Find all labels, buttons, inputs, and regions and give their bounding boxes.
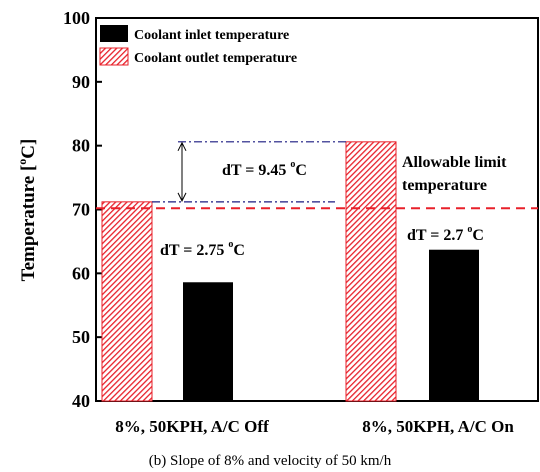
y-tick-label: 60 [72, 263, 90, 283]
annotation-limit-line2: temperature [402, 177, 487, 194]
dt-arrow-head-up [177, 141, 187, 152]
y-tick-label: 80 [72, 136, 90, 156]
bar-outlet [101, 201, 153, 402]
figure-caption: (b) Slope of 8% and velocity of 50 km/h [149, 453, 392, 469]
bar-inlet [183, 282, 233, 401]
legend-label-inlet: Coolant inlet temperature [134, 28, 289, 43]
y-axis-label: Temperature [oC] [15, 139, 39, 282]
x-tick-label-off: 8%, 50KPH, A/C Off [115, 417, 269, 436]
dt-arrow-head-down [177, 192, 187, 202]
y-tick-label: 90 [72, 72, 90, 92]
bars [101, 141, 479, 402]
bar-inlet [429, 249, 479, 401]
legend-swatch-inlet [100, 25, 128, 42]
y-axis: 40 50 60 70 80 90 100 [63, 8, 102, 411]
legend-label-outlet: Coolant outlet temperature [134, 51, 297, 66]
legend-swatch-outlet [99, 47, 129, 66]
annotation-limit-line1: Allowable limit [402, 154, 507, 171]
y-tick-label: 50 [72, 327, 90, 347]
legend [99, 25, 129, 66]
x-tick-label-on: 8%, 50KPH, A/C On [362, 417, 514, 436]
y-tick-label: 40 [72, 391, 90, 411]
y-tick-label: 70 [72, 200, 90, 220]
annotation-dt-on: dT = 2.7 oC [407, 224, 484, 244]
annotation-dt-gap: dT = 9.45 oC [222, 159, 307, 179]
reference-lines [96, 141, 538, 210]
y-tick-label: 100 [63, 8, 90, 28]
bar-outlet [345, 141, 397, 402]
annotation-dt-off: dT = 2.75 oC [160, 239, 245, 259]
